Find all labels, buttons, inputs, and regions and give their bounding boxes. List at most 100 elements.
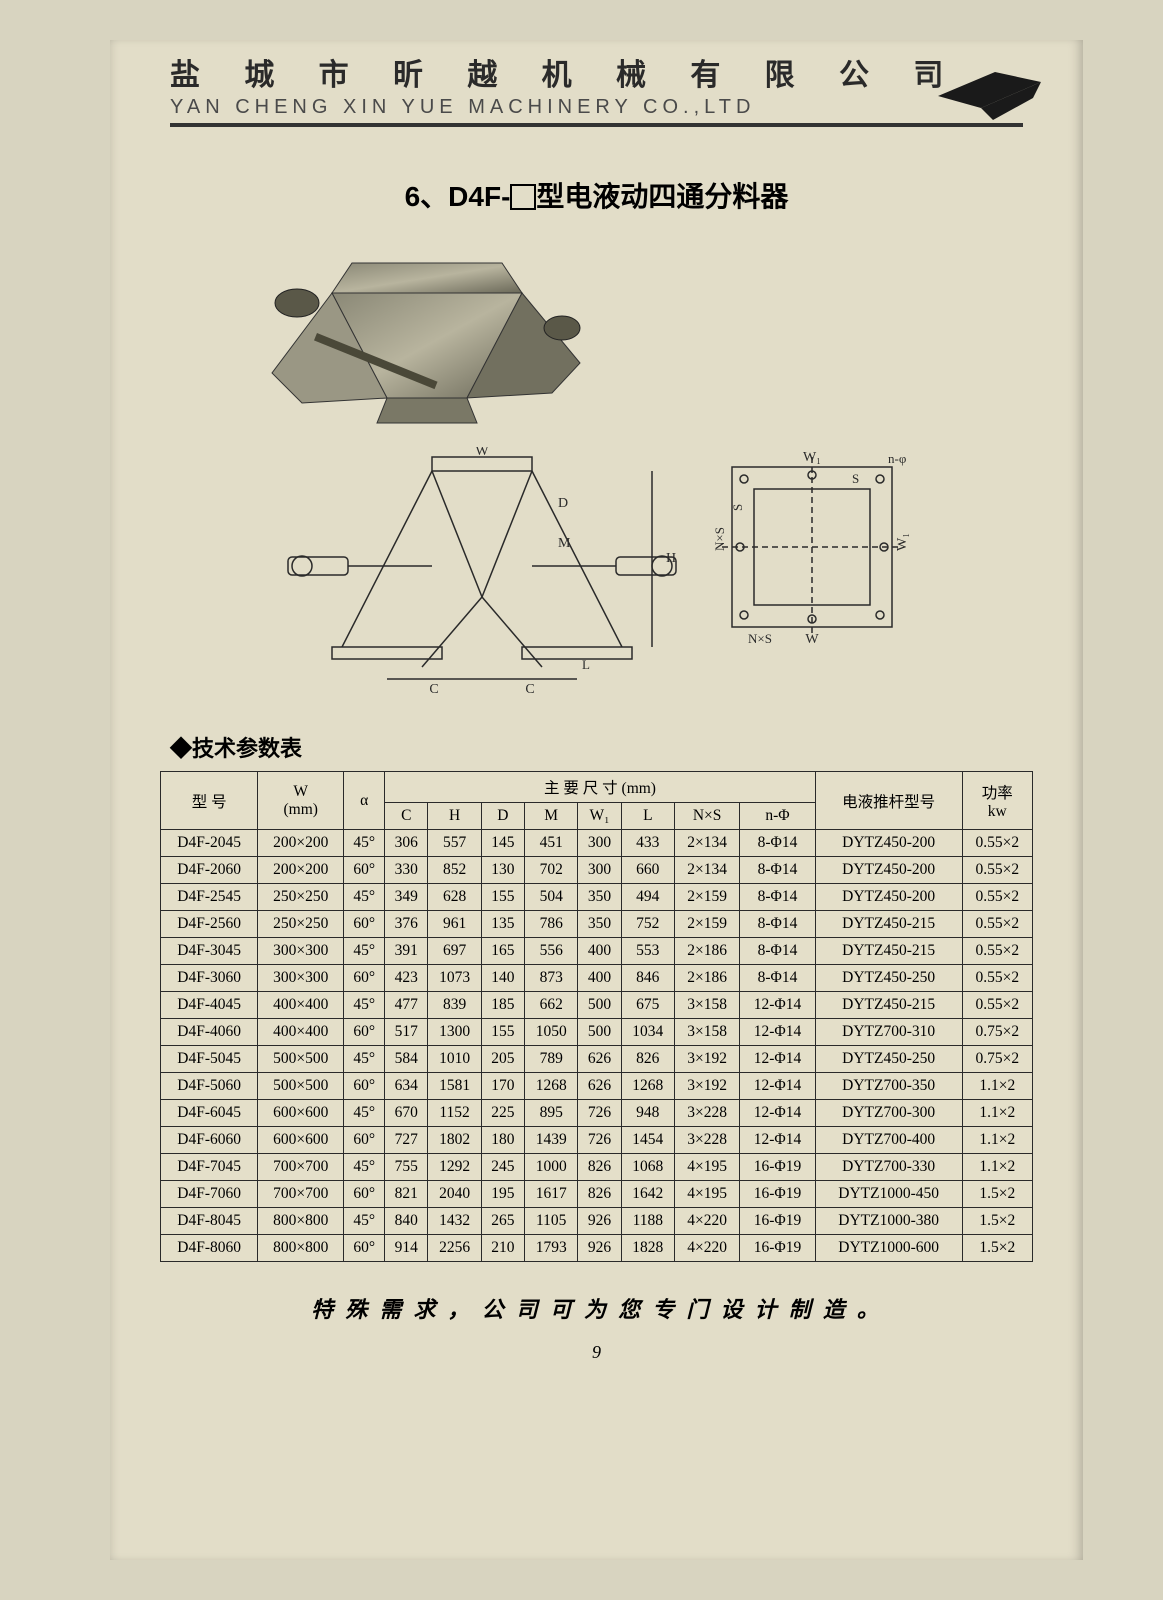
table-cell: 1152	[428, 1100, 481, 1127]
table-cell: 300	[578, 830, 621, 857]
table-cell: 8-Φ14	[740, 884, 816, 911]
table-cell: 1.1×2	[962, 1100, 1032, 1127]
svg-text:n-φ: n-φ	[888, 451, 906, 466]
table-cell: D4F-7045	[161, 1154, 258, 1181]
product-title: 6、D4F-型电液动四通分料器	[110, 175, 1083, 215]
table-cell: 1642	[621, 1181, 674, 1208]
table-cell: 1581	[428, 1073, 481, 1100]
table-cell: 826	[578, 1181, 621, 1208]
spec-table-head: 型 号 W(mm) α 主 要 尺 寸 (mm) 电液推杆型号 功率kw CHD…	[161, 772, 1033, 830]
table-cell: 0.55×2	[962, 992, 1032, 1019]
table-cell: 1828	[621, 1235, 674, 1262]
table-cell: 12-Φ14	[740, 992, 816, 1019]
table-cell: DYTZ700-300	[815, 1100, 962, 1127]
table-cell: 752	[621, 911, 674, 938]
th-model: 型 号	[161, 772, 258, 830]
table-cell: 2×159	[675, 911, 740, 938]
table-cell: DYTZ700-310	[815, 1019, 962, 1046]
table-cell: 3×192	[675, 1046, 740, 1073]
table-cell: 155	[481, 1019, 524, 1046]
table-cell: 250×250	[258, 884, 344, 911]
table-cell: 1068	[621, 1154, 674, 1181]
title-prefix: 6、D4F-	[405, 181, 511, 212]
table-cell: 306	[385, 830, 428, 857]
table-cell: D4F-8060	[161, 1235, 258, 1262]
table-cell: D4F-7060	[161, 1181, 258, 1208]
table-cell: 500	[578, 992, 621, 1019]
front-view-diagram: W	[282, 447, 682, 707]
table-cell: DYTZ700-350	[815, 1073, 962, 1100]
table-cell: 1000	[524, 1154, 577, 1181]
table-cell: 0.55×2	[962, 884, 1032, 911]
header-divider	[170, 123, 1023, 127]
table-cell: 12-Φ14	[740, 1100, 816, 1127]
table-cell: 60°	[344, 1181, 385, 1208]
table-cell: 1.5×2	[962, 1208, 1032, 1235]
table-cell: 634	[385, 1073, 428, 1100]
table-cell: 3×158	[675, 992, 740, 1019]
spec-table-wrapper: 型 号 W(mm) α 主 要 尺 寸 (mm) 电液推杆型号 功率kw CHD…	[110, 771, 1083, 1262]
table-cell: 727	[385, 1127, 428, 1154]
table-cell: 350	[578, 911, 621, 938]
table-cell: 500×500	[258, 1046, 344, 1073]
th-power: 功率kw	[962, 772, 1032, 830]
table-cell: D4F-3045	[161, 938, 258, 965]
spec-table-heading: ◆技术参数表	[170, 731, 1083, 763]
table-cell: 670	[385, 1100, 428, 1127]
table-row: D4F-6045600×60045°67011522258957269483×2…	[161, 1100, 1033, 1127]
table-row: D4F-6060600×60060°7271802180143972614543…	[161, 1127, 1033, 1154]
table-cell: DYTZ450-250	[815, 1046, 962, 1073]
table-cell: 700×700	[258, 1154, 344, 1181]
table-cell: D4F-5045	[161, 1046, 258, 1073]
table-cell: 200×200	[258, 857, 344, 884]
table-cell: 628	[428, 884, 481, 911]
table-cell: 826	[578, 1154, 621, 1181]
table-cell: 60°	[344, 965, 385, 992]
th-sub: D	[481, 803, 524, 830]
table-cell: 350	[578, 884, 621, 911]
table-cell: 60°	[344, 1235, 385, 1262]
table-cell: 60°	[344, 1073, 385, 1100]
table-cell: 1300	[428, 1019, 481, 1046]
table-row: D4F-3045300×30045°3916971655564005532×18…	[161, 938, 1033, 965]
table-cell: DYTZ450-200	[815, 857, 962, 884]
table-cell: 12-Φ14	[740, 1127, 816, 1154]
th-sub: n-Φ	[740, 803, 816, 830]
table-cell: 1050	[524, 1019, 577, 1046]
flange-top-view-diagram: W₁ n-φ W N×S N×S W₁ S S	[712, 447, 912, 647]
table-cell: 245	[481, 1154, 524, 1181]
table-cell: 500×500	[258, 1073, 344, 1100]
table-cell: 852	[428, 857, 481, 884]
svg-text:S: S	[730, 504, 745, 511]
table-cell: 0.55×2	[962, 830, 1032, 857]
table-cell: 697	[428, 938, 481, 965]
svg-text:W₁: W₁	[802, 450, 820, 465]
table-cell: 2×134	[675, 830, 740, 857]
th-sub: M	[524, 803, 577, 830]
table-cell: D4F-2560	[161, 911, 258, 938]
table-cell: 8-Φ14	[740, 965, 816, 992]
table-cell: 504	[524, 884, 577, 911]
table-cell: DYTZ450-250	[815, 965, 962, 992]
table-cell: 400×400	[258, 1019, 344, 1046]
table-cell: 477	[385, 992, 428, 1019]
table-cell: 45°	[344, 884, 385, 911]
table-cell: 702	[524, 857, 577, 884]
table-cell: 600×600	[258, 1127, 344, 1154]
table-cell: DYTZ450-200	[815, 830, 962, 857]
table-row: D4F-4045400×40045°4778391856625006753×15…	[161, 992, 1033, 1019]
table-cell: D4F-4045	[161, 992, 258, 1019]
table-cell: 45°	[344, 1100, 385, 1127]
table-cell: 1439	[524, 1127, 577, 1154]
table-cell: 45°	[344, 992, 385, 1019]
th-actuator: 电液推杆型号	[815, 772, 962, 830]
table-cell: 3×158	[675, 1019, 740, 1046]
svg-text:W: W	[475, 447, 489, 459]
table-cell: 2040	[428, 1181, 481, 1208]
table-cell: 1.5×2	[962, 1181, 1032, 1208]
table-cell: 626	[578, 1046, 621, 1073]
table-row: D4F-2060200×20060°3308521307023006602×13…	[161, 857, 1033, 884]
table-row: D4F-2560250×25060°3769611357863507522×15…	[161, 911, 1033, 938]
table-cell: 500	[578, 1019, 621, 1046]
table-cell: 1268	[621, 1073, 674, 1100]
